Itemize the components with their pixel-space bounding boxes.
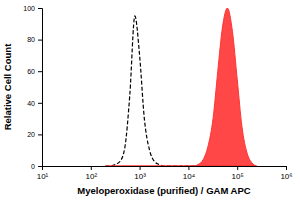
y-tick: 0	[31, 163, 42, 170]
x-tick-label: 10²	[86, 172, 98, 181]
x-tick-mark	[140, 166, 141, 170]
x-tick-label: 10⁵	[232, 172, 244, 181]
y-tick: 20	[27, 131, 42, 138]
y-tick-label: 80	[27, 36, 35, 43]
x-tick: 10²	[86, 166, 98, 181]
x-tick-label: 10¹	[37, 172, 49, 181]
y-tick-label: 0	[31, 163, 35, 170]
y-tick-mark	[38, 166, 42, 167]
y-tick-mark	[38, 40, 42, 41]
series-group	[105, 8, 256, 166]
x-tick: 10⁵	[232, 166, 244, 181]
x-tick-label: 10⁴	[183, 172, 196, 181]
y-tick: 80	[27, 36, 42, 43]
y-axis-title: Relative Cell Count	[2, 43, 13, 130]
x-tick: 10¹	[37, 166, 49, 181]
x-axis-title: Myeloperoxidase (purified) / GAM APC	[77, 185, 250, 196]
x-axis: 10¹ 10² 10³ 10⁴ 10⁵ 10⁶	[37, 166, 293, 181]
x-tick-mark	[188, 166, 189, 170]
x-tick-mark	[237, 166, 238, 170]
y-tick: 60	[27, 68, 42, 75]
y-tick-mark	[38, 8, 42, 9]
x-tick-mark	[286, 166, 287, 170]
x-tick: 10⁴	[183, 166, 196, 181]
plot: 10¹ 10² 10³ 10⁴ 10⁵ 10⁶ 0 20 40 60 80 100	[23, 5, 292, 181]
y-tick-label: 60	[27, 68, 35, 75]
y-tick-label: 40	[27, 100, 35, 107]
x-tick-label: 10⁶	[280, 172, 292, 181]
y-axis: 0 20 40 60 80 100	[23, 5, 42, 170]
y-axis-line	[38, 9, 43, 167]
y-tick-mark	[38, 103, 42, 104]
x-axis-line	[43, 167, 287, 171]
x-tick-mark	[91, 166, 92, 170]
y-tick: 40	[27, 100, 42, 107]
y-tick-mark	[38, 71, 42, 72]
x-tick: 10⁶	[280, 166, 292, 181]
chart: 10¹ 10² 10³ 10⁴ 10⁵ 10⁶ 0 20 40 60 80 100 Myeloperox…	[0, 0, 300, 200]
y-tick-mark	[38, 134, 42, 135]
x-tick-label: 10³	[134, 172, 146, 181]
y-tick-label: 20	[27, 131, 35, 138]
y-tick: 100	[23, 5, 42, 12]
y-tick-label: 100	[23, 5, 35, 12]
x-tick: 10³	[134, 166, 146, 181]
area-series	[105, 8, 256, 166]
